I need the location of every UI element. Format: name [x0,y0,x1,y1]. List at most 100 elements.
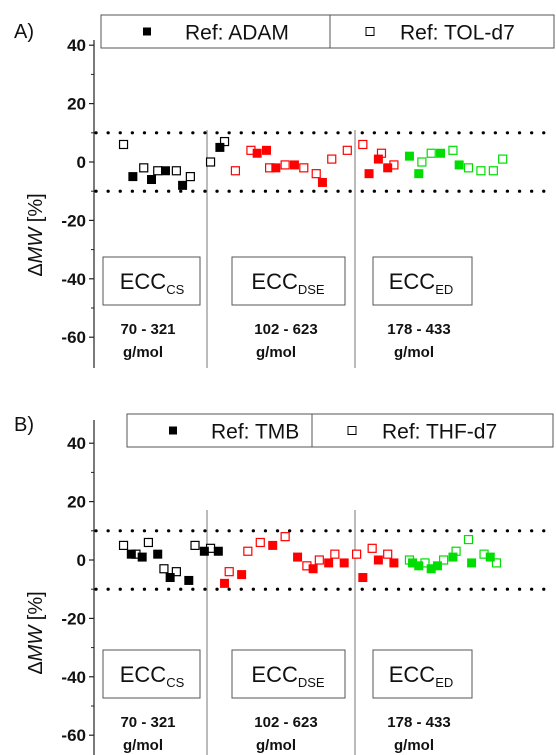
group-mw-range: 178 - 433 [387,321,450,338]
data-point-open [383,549,393,559]
data-point-filled [137,552,147,562]
group-label-box [102,256,201,306]
y-axis-label-unit: [%] [25,591,47,625]
group-mw-unit: g/mol [123,344,163,361]
group-label-box [102,649,201,699]
data-point-filled [160,166,170,176]
data-point-open [463,163,474,173]
data-point-filled [467,558,477,568]
group-label-name: ECC [251,269,298,294]
data-point-open [171,166,181,176]
y-tick-label: -20 [61,211,86,230]
legend-box [126,413,554,448]
group-mw-range: 70 - 321 [120,714,175,731]
y-axis-label-unit: [%] [25,193,47,227]
y-tick-label: -60 [61,328,86,347]
y-tick-label: 0 [77,551,86,570]
data-point-open [299,163,309,173]
group-label-subscript: ED [435,282,453,297]
data-point-filled [414,561,424,571]
y-tick-label: 0 [77,153,86,172]
data-point-filled [178,180,188,190]
group-label-name: ECC [389,662,436,687]
data-point-filled [165,573,175,583]
group-label: ECCDSE [251,269,325,297]
data-point-filled [213,546,223,556]
group-label: ECCCS [120,269,185,297]
data-point-filled [339,558,349,568]
group-label-subscript: CS [166,675,184,690]
data-point-open [488,166,498,176]
data-point-open [190,540,200,551]
data-point-filled [414,169,424,179]
legend-marker-open [347,426,357,435]
data-point-filled [126,549,136,559]
group-mw-unit: g/mol [256,344,296,361]
data-point-filled [404,151,414,161]
data-point-filled [153,549,163,559]
data-point-open [327,154,337,164]
legend-entry: Ref: TOL-d7 [400,22,515,45]
data-point-filled [436,148,446,158]
group-label-name: ECC [389,269,436,294]
group-label-box [231,649,346,699]
y-axis-label-mw: MW [25,226,47,264]
data-point-filled [308,564,318,574]
data-point-filled [426,564,436,574]
data-point-filled [448,552,458,562]
group-label-box [372,256,473,306]
legend-entry: Ref: TMB [211,421,299,444]
data-point-filled [373,154,383,164]
data-point-open [311,169,321,179]
data-point-open [153,166,163,176]
data-point-open [230,166,241,176]
data-point-open [224,567,234,577]
panel-label: B) [14,414,34,436]
group-label: ECCDSE [251,662,325,690]
data-point-filled [128,172,138,182]
legend-entry: Ref: ADAM [185,22,289,45]
group-label-name: ECC [120,662,167,687]
data-point-filled [408,558,418,568]
data-point-open [171,567,181,577]
y-axis-label-mw: MW [25,624,47,662]
y-tick-label: 20 [67,493,86,512]
y-tick-label: -20 [61,609,86,628]
data-point-filled [289,160,299,170]
group-mw-range: 102 - 623 [254,321,317,338]
data-point-filled [454,160,464,170]
group-label-name: ECC [120,269,167,294]
data-point-open [358,139,368,150]
data-point-open [352,549,362,559]
legend-marker-filled [143,27,151,36]
data-point-open [439,555,449,565]
group-label: ECCED [389,662,454,690]
group-mw-unit: g/mol [256,737,296,754]
data-point-open [463,534,474,545]
data-point-open [498,154,508,164]
data-point-filled [268,540,278,550]
data-point-filled [271,163,281,173]
group-mw-unit: g/mol [394,344,434,361]
chart-panel-a: A) Ref: ADAM Ref: TOL-d7 40 20 0 -20 -40 -60 ΔMW … [14,14,555,368]
y-axis-label-delta: Δ [25,263,47,276]
group-label-subscript: DSE [298,282,325,297]
data-point-filled [220,578,230,588]
y-tick-label: 40 [67,36,86,55]
chart-panel-b: B) Ref: TMB Ref: THF-d7 40 20 0 -20 -40 -60 ΔMW [… [14,413,554,755]
data-point-open [143,537,153,548]
data-point-open [219,136,230,147]
legend-marker-open [365,27,375,36]
data-point-open [118,139,129,150]
data-point-open [205,157,216,167]
data-point-open [330,549,340,559]
legend-marker-filled [169,426,177,435]
data-point-open [367,543,377,553]
group-label-box [372,649,473,699]
data-point-filled [358,573,368,583]
data-point-filled [432,561,442,571]
group-mw-unit: g/mol [123,737,163,754]
data-point-open [159,564,169,574]
data-point-filled [237,570,247,580]
data-point-open [118,540,129,551]
